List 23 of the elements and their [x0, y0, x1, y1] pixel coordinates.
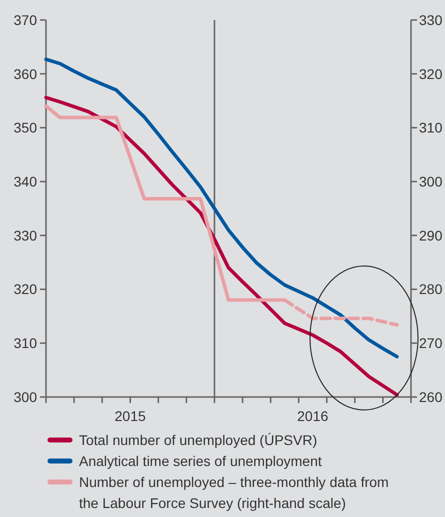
- legend-label: Total number of unemployed (ÚPSVR): [79, 432, 318, 448]
- y-tick-label: 320: [14, 281, 38, 298]
- y2-tick-label: 280: [419, 281, 443, 298]
- y2-tick-label: 310: [419, 120, 443, 136]
- y-tick-label: 310: [14, 335, 38, 352]
- y2-tick-label: 330: [419, 12, 443, 28]
- x-tick-label: 2016: [297, 408, 329, 424]
- y-tick-label: 340: [14, 173, 38, 190]
- legend-label: Number of unemployed – three-monthly data from the Labour Force Survey (right-hand scale): [79, 474, 389, 511]
- legend-label: Analytical time series of unemployment: [79, 452, 322, 469]
- y2-tick-label: 260: [419, 388, 443, 405]
- y2-tick-label: 300: [419, 173, 443, 190]
- y-tick-label: 330: [14, 227, 38, 244]
- y2-tick-label: 290: [419, 227, 443, 244]
- y-tick-label: 370: [14, 12, 38, 28]
- y-tick-label: 300: [14, 388, 38, 405]
- y-tick-label: 360: [14, 66, 38, 82]
- line-series: [44, 58, 399, 358]
- x-tick-label: 2015: [114, 408, 146, 424]
- y2-tick-label: 270: [419, 335, 443, 352]
- y-tick-label: 350: [14, 120, 38, 136]
- line-series: [44, 96, 399, 397]
- y2-tick-label: 320: [419, 66, 443, 82]
